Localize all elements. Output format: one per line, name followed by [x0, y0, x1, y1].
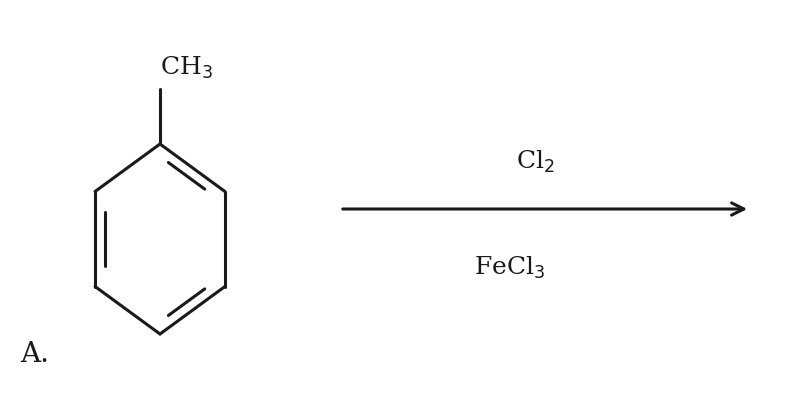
Text: FeCl$_3$: FeCl$_3$ — [475, 254, 546, 281]
Text: Cl$_2$: Cl$_2$ — [516, 149, 554, 175]
Text: CH$_3$: CH$_3$ — [160, 55, 213, 81]
Text: A.: A. — [20, 341, 49, 368]
